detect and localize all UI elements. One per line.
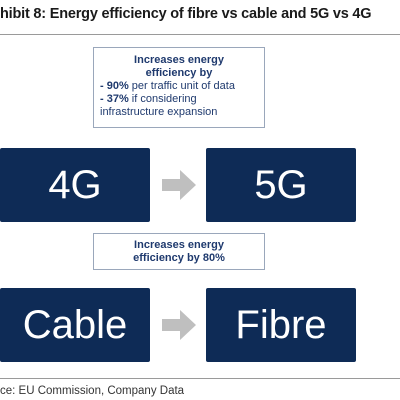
box-cable: Cable (0, 288, 150, 362)
callout-4g-to-5g: Increases energy efficiency by - 90% per… (93, 47, 265, 128)
callout-heading-line1: Increases energy (134, 54, 224, 66)
callout2-line1: Increases energy (134, 239, 224, 251)
right-arrow-icon (162, 310, 196, 340)
callout-item-traffic-text: per traffic unit of data (128, 80, 235, 92)
box-fibre: Fibre (206, 288, 356, 362)
box-5g: 5G (206, 148, 356, 222)
callout-item-infrastructure: - 37% if considering (100, 93, 258, 106)
right-arrow-icon (162, 170, 196, 200)
source-divider (0, 378, 400, 379)
title-divider (0, 34, 400, 35)
callout-heading-line2: efficiency by (145, 67, 213, 79)
callout-cable-to-fibre: Increases energy efficiency by 80% (93, 233, 265, 270)
callout-item-traffic: - 90% per traffic unit of data (100, 80, 258, 93)
callout-item-infrastructure-text: if considering (128, 93, 197, 105)
exhibit-title: hibit 8: Energy efficiency of fibre vs c… (0, 6, 372, 22)
callout-item-infrastructure-value: - 37% (100, 93, 129, 105)
box-4g: 4G (0, 148, 150, 222)
callout2-line2: efficiency by 80% (133, 252, 225, 264)
callout-item-infrastructure-cont: infrastructure expansion (100, 106, 218, 118)
source-note: ce: EU Commission, Company Data (0, 385, 185, 397)
callout-item-traffic-value: - 90% (100, 80, 129, 92)
